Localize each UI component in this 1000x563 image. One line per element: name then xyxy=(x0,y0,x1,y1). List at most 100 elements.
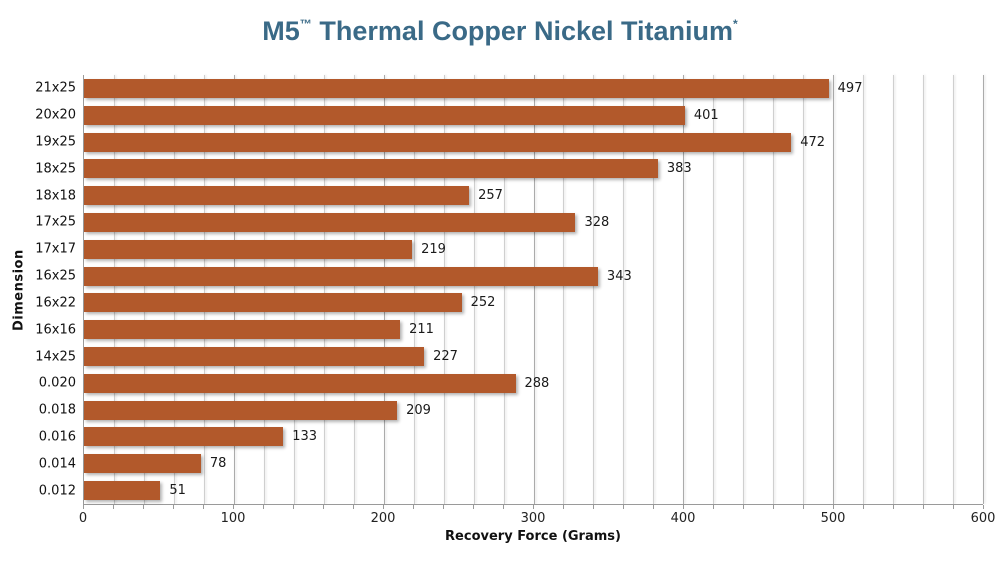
bar-row: 17x25 328 xyxy=(35,209,983,236)
y-axis-tick-label: 16x22 xyxy=(35,295,76,311)
gridline-minor xyxy=(203,75,205,504)
plot-area: 21x25 497 20x20 401 19x25 472 18x25 383 18x18 257… xyxy=(35,75,984,505)
gridline-minor xyxy=(293,75,295,504)
bar-value-label: 219 xyxy=(421,241,446,257)
gridline-minor xyxy=(113,75,115,504)
bar-value-label: 401 xyxy=(693,107,719,123)
gridline-major xyxy=(983,75,984,504)
bar xyxy=(84,454,201,474)
x-axis-tick-mark xyxy=(833,505,834,509)
x-axis-tick-mark xyxy=(113,505,114,509)
gridline-minor xyxy=(353,75,355,504)
x-axis-tick-label: 200 xyxy=(370,511,396,526)
bar-value-label: 51 xyxy=(169,483,186,499)
bar xyxy=(84,186,470,206)
gridline-minor xyxy=(953,75,955,504)
bar-row: 18x18 257 xyxy=(35,182,983,209)
bar-value-label: 227 xyxy=(433,349,458,365)
bar xyxy=(84,132,792,152)
x-axis-tick-mark xyxy=(863,505,864,509)
bar-value-label: 383 xyxy=(666,161,692,177)
bar xyxy=(84,481,161,501)
trademark-symbol: ™ xyxy=(299,17,312,31)
x-axis-tick-mark xyxy=(893,505,894,509)
chart-title: M5™ Thermal Copper Nickel Titanium* xyxy=(0,16,1000,47)
bar-row: 16x16 211 xyxy=(35,316,983,343)
x-axis-tick-mark xyxy=(503,505,504,509)
gridline-minor xyxy=(263,75,265,504)
y-axis-tick-label: 17x17 xyxy=(35,241,76,257)
gridline-minor xyxy=(653,75,655,504)
x-axis-tick-mark xyxy=(593,505,594,509)
x-axis-tick-labels: 0 100 200 300 400 500 600 xyxy=(79,511,996,527)
x-axis-tick-mark xyxy=(773,505,774,509)
bar xyxy=(84,212,576,232)
y-axis-tick-label: 16x16 xyxy=(35,322,76,338)
bar-value-label: 328 xyxy=(584,214,610,230)
gridline-minor xyxy=(743,75,745,504)
x-axis-tick-label: 400 xyxy=(670,511,696,526)
x-axis-tick-mark xyxy=(173,505,174,509)
bar-row: 0.018 209 xyxy=(39,397,983,424)
bar-row: 17x17 219 xyxy=(35,236,983,263)
x-axis-tick-mark xyxy=(443,505,444,509)
gridline-major xyxy=(383,75,385,504)
x-axis-tick-mark xyxy=(382,505,384,509)
gridline-minor xyxy=(413,75,415,504)
gridline-minor xyxy=(473,75,475,504)
x-axis-tick-mark xyxy=(953,505,954,509)
bar-row: 18x25 383 xyxy=(35,155,983,182)
bar-row: 0.012 51 xyxy=(39,477,983,504)
bar-row: 0.016 133 xyxy=(39,424,983,451)
bar-value-label: 211 xyxy=(409,322,434,338)
x-axis-tick-mark xyxy=(983,505,984,509)
bar-row: 19x25 472 xyxy=(35,129,983,156)
x-axis-tick-mark xyxy=(83,505,84,509)
bar-value-label: 133 xyxy=(292,429,318,445)
bar xyxy=(84,105,685,125)
x-axis-tick-mark xyxy=(232,505,234,509)
y-axis-tick-label: 0.020 xyxy=(38,375,76,391)
x-axis-tick-mark xyxy=(473,505,474,509)
bar-value-label: 288 xyxy=(524,375,550,391)
gridline-minor xyxy=(863,75,865,504)
gridline-major xyxy=(233,75,235,504)
y-axis-tick-label: 18x25 xyxy=(35,161,76,177)
x-axis-tick-mark xyxy=(323,505,324,509)
chart-title-prefix: M5 xyxy=(262,16,300,46)
x-axis-tick-label: 500 xyxy=(820,511,846,526)
y-axis-tick-label: 0.014 xyxy=(38,456,76,472)
y-axis-tick-label: 19x25 xyxy=(35,134,76,150)
gridline-minor xyxy=(803,75,805,504)
bar xyxy=(84,159,658,179)
x-axis-tick-label: 300 xyxy=(520,511,546,526)
gridline-major xyxy=(833,75,835,504)
y-axis-tick-label: 20x20 xyxy=(35,107,76,123)
bar-value-label: 257 xyxy=(478,188,503,204)
bar-row: 0.020 288 xyxy=(39,370,983,397)
x-axis-tick-mark xyxy=(353,505,354,509)
bar-row: 16x25 343 xyxy=(35,263,983,290)
x-axis-tick-mark xyxy=(713,505,714,509)
x-axis-tick-mark xyxy=(623,505,624,509)
x-axis-tick-label: 100 xyxy=(220,511,246,526)
gridline-minor xyxy=(443,75,445,504)
chart-title-rest: Thermal Copper Nickel Titanium xyxy=(311,16,734,46)
gridline-minor xyxy=(773,75,775,504)
x-axis-tick-mark xyxy=(293,505,294,509)
y-axis-tick-label: 0.018 xyxy=(38,402,76,418)
y-axis-tick-label: 14x25 xyxy=(35,349,76,365)
x-axis-tick-mark xyxy=(803,505,804,509)
x-axis-tick-label: 0 xyxy=(78,511,88,526)
bar-value-label: 78 xyxy=(209,456,227,472)
bar-row: 20x20 401 xyxy=(35,102,983,129)
y-axis-tick-label: 0.016 xyxy=(38,429,76,445)
bar xyxy=(84,400,398,420)
x-axis-tick-mark xyxy=(413,505,414,509)
gridline-minor xyxy=(623,75,625,504)
x-axis-tick-mark xyxy=(143,505,144,509)
x-axis-tick-mark xyxy=(682,505,684,509)
y-axis-tick-label: 18x18 xyxy=(35,188,76,204)
bar-row: 0.014 78 xyxy=(39,450,983,477)
